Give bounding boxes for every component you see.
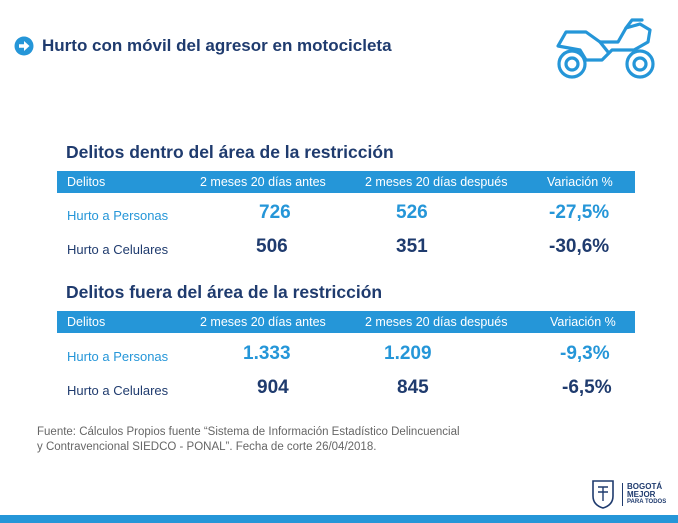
header: Hurto con móvil del agresor en motocicle… bbox=[14, 36, 392, 56]
row-label: Hurto a Celulares bbox=[67, 383, 169, 398]
value-variation: -27,5% bbox=[549, 202, 610, 223]
motorcycle-icon bbox=[556, 18, 655, 79]
logo-line-1: BOGOTÁ bbox=[627, 481, 663, 491]
source-note: Fuente: Cálculos Propios fuente “Sistema… bbox=[37, 425, 517, 455]
column-header-variation: Variación % bbox=[550, 315, 616, 329]
value-after: 1.209 bbox=[384, 343, 432, 364]
column-header-after: 2 meses 20 días después bbox=[365, 175, 508, 189]
row-label: Hurto a Celulares bbox=[67, 242, 169, 257]
table-row: Hurto a Celulares 904 845 -6,5% bbox=[57, 375, 635, 405]
logo-line-2: MEJOR bbox=[627, 489, 656, 499]
logo-text: BOGOTÁ MEJOR PARA TODOS bbox=[622, 481, 667, 506]
table-header-inside: Delitos 2 meses 20 días antes 2 meses 20… bbox=[57, 171, 635, 193]
source-line-1: Fuente: Cálculos Propios fuente “Sistema… bbox=[37, 426, 460, 438]
value-before: 904 bbox=[257, 377, 289, 398]
table-row: Hurto a Personas 726 526 -27,5% bbox=[57, 200, 635, 230]
value-after: 351 bbox=[396, 236, 428, 257]
value-after: 845 bbox=[397, 377, 429, 398]
value-variation: -6,5% bbox=[562, 377, 612, 398]
column-header-delitos: Delitos bbox=[67, 175, 106, 189]
column-header-before: 2 meses 20 días antes bbox=[200, 175, 326, 189]
value-before: 506 bbox=[256, 236, 288, 257]
table-header-outside: Delitos 2 meses 20 días antes 2 meses 20… bbox=[57, 311, 635, 333]
row-label: Hurto a Personas bbox=[67, 208, 169, 223]
value-variation: -9,3% bbox=[560, 343, 610, 364]
source-line-2: y Contravencional SIEDCO - PONAL”. Fecha… bbox=[37, 441, 377, 453]
value-after: 526 bbox=[396, 202, 428, 223]
value-before: 1.333 bbox=[243, 343, 291, 364]
column-header-after: 2 meses 20 días después bbox=[365, 315, 508, 329]
page-title: Hurto con móvil del agresor en motocicle… bbox=[42, 36, 392, 55]
arrow-right-circle-icon bbox=[14, 36, 34, 56]
table-row: Hurto a Celulares 506 351 -30,6% bbox=[57, 234, 635, 264]
section-title-outside: Delitos fuera del área de la restricción bbox=[66, 282, 383, 302]
column-header-variation: Variación % bbox=[547, 175, 613, 189]
footer-bar bbox=[0, 515, 678, 523]
row-label: Hurto a Personas bbox=[67, 349, 169, 364]
table-row: Hurto a Personas 1.333 1.209 -9,3% bbox=[57, 341, 635, 371]
section-title-inside: Delitos dentro del área de la restricció… bbox=[66, 142, 394, 162]
column-header-before: 2 meses 20 días antes bbox=[200, 315, 326, 329]
column-header-delitos: Delitos bbox=[67, 315, 106, 329]
city-seal-icon bbox=[592, 480, 614, 509]
logo-line-3: PARA TODOS bbox=[627, 498, 667, 505]
bogota-logo: BOGOTÁ MEJOR PARA TODOS bbox=[590, 474, 670, 514]
value-variation: -30,6% bbox=[549, 236, 610, 257]
value-before: 726 bbox=[259, 202, 291, 223]
